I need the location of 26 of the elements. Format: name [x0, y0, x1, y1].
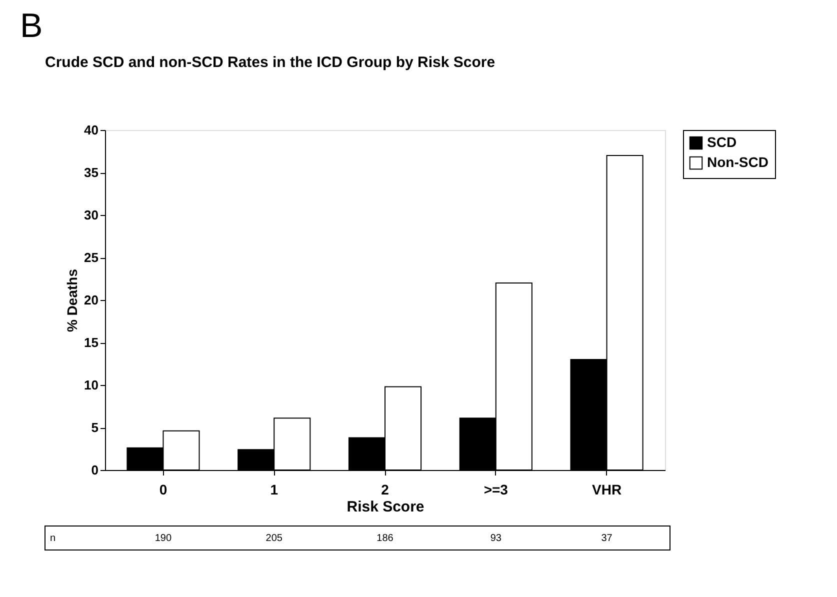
y-tick-label: 20 — [84, 292, 98, 308]
text: B — [20, 7, 43, 45]
x-tick-label: VHR — [592, 482, 622, 498]
text: 190 — [154, 533, 172, 544]
y-tick-label: 25 — [84, 250, 98, 265]
y-tick-label: 0 — [91, 462, 98, 478]
x-tick-label: 0 — [159, 482, 168, 498]
text: n — [50, 533, 56, 544]
chart-title: Crude SCD and non-SCD Rates in the ICD Group by Risk Score — [45, 54, 496, 71]
text: 205 — [266, 533, 283, 544]
text: 93 — [490, 533, 502, 544]
y-tick-label: 5 — [91, 420, 98, 435]
y-axis-title: % Deaths — [64, 268, 80, 332]
y-tick-label: 10 — [84, 378, 98, 392]
x-tick-label: 1 — [270, 482, 278, 498]
legend-label: Non-SCD — [707, 154, 768, 170]
y-tick-label: 40 — [84, 122, 98, 138]
text: 37 — [601, 533, 613, 544]
y-tick-label: 35 — [84, 165, 98, 180]
x-axis-title: Risk Score — [346, 498, 424, 516]
x-tick-label: 2 — [381, 482, 390, 498]
y-tick-label: 30 — [84, 208, 98, 222]
text: 186 — [376, 533, 394, 544]
x-tick-label: >=3 — [484, 482, 508, 498]
y-tick-label: 15 — [84, 335, 98, 350]
legend-label: SCD — [707, 134, 737, 150]
